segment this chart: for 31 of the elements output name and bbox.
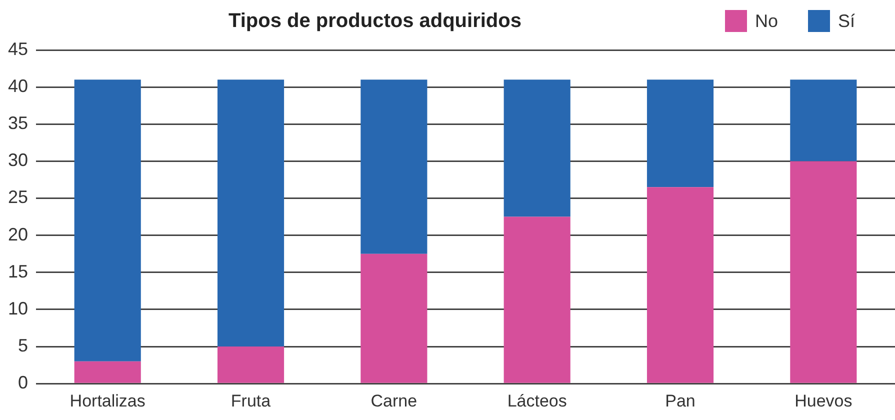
y-tick-label: 0 [18, 372, 28, 393]
bar [360, 80, 428, 254]
legend-label: No [754, 10, 778, 32]
y-tick-label: 20 [8, 224, 28, 244]
x-tick-label: Carne [370, 391, 418, 410]
bar [790, 80, 857, 162]
y-tick-label: 35 [8, 113, 28, 134]
y-tick-label: 30 [8, 150, 28, 170]
legend-label: Sí [838, 10, 855, 32]
bar [790, 161, 857, 383]
y-tick-label: 5 [18, 336, 28, 356]
y-tick-label: 25 [8, 187, 28, 208]
y-tick-label: 45 [8, 38, 28, 59]
y-tick-label: 15 [8, 261, 28, 282]
bar [74, 80, 141, 362]
x-tick-label: Huevos [794, 391, 852, 410]
bar [74, 361, 141, 383]
bar [646, 187, 714, 383]
bar [217, 346, 284, 383]
bar [217, 80, 284, 347]
chart-title: Tipos de productos adquiridos [228, 10, 522, 33]
y-tick-label: 40 [8, 76, 28, 96]
x-tick-label: Lácteos [507, 391, 567, 410]
x-tick-label: Hortalizas [70, 391, 146, 410]
bar [646, 80, 714, 188]
y-tick-label: 10 [8, 298, 28, 318]
bar [504, 216, 570, 383]
bar [360, 254, 428, 383]
x-tick-label: Pan [665, 391, 696, 410]
x-tick-label: Fruta [230, 391, 272, 410]
bar [504, 80, 570, 217]
